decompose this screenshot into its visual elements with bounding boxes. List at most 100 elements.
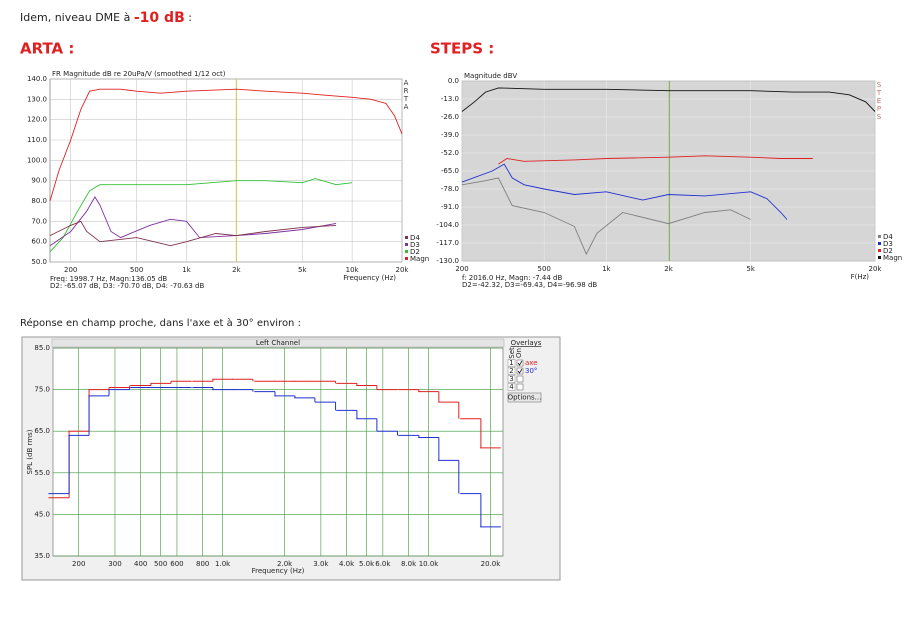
- y-tick-label: -104.0: [436, 221, 459, 229]
- x-tick-label: 600: [170, 560, 183, 568]
- plot-area: [52, 347, 504, 557]
- near-field-text: Réponse en champ proche, dans l'axe et à…: [20, 317, 301, 329]
- y-axis-label: SPL (dB rms): [26, 429, 34, 474]
- y-tick-label: 65.0: [34, 427, 50, 435]
- y-tick-label: -52.0: [441, 149, 459, 157]
- x-tick-label: 1k: [602, 265, 611, 273]
- overlay-checkbox[interactable]: [516, 359, 524, 367]
- chart-title: Magnitude dBV: [464, 72, 517, 80]
- x-tick-label: 500: [537, 265, 550, 273]
- y-tick-label: 50.0: [31, 258, 47, 266]
- annotation: D2=-42.32, D3=-69.43, D4=-96.98 dB: [462, 281, 597, 289]
- y-tick-label: 130.0: [27, 95, 47, 103]
- x-tick-label: 200: [64, 266, 77, 274]
- side-label: STEPS: [875, 81, 883, 121]
- x-tick-label: 200: [455, 265, 468, 273]
- legend-label: Magn: [883, 254, 902, 262]
- legend-swatch: [405, 236, 408, 239]
- x-tick-label: 500: [154, 560, 167, 568]
- y-tick-label: -26.0: [441, 113, 459, 121]
- series-line: [49, 220, 337, 247]
- overlay-set-box: [507, 375, 516, 383]
- options-button-label: Options...: [508, 394, 542, 402]
- y-tick-label: -78.0: [441, 185, 459, 193]
- overlay-set-number: 3: [509, 375, 513, 383]
- legend-swatch: [878, 235, 881, 238]
- y-tick-label: 60.0: [31, 238, 47, 246]
- x-tick-label: 5.0k: [359, 560, 375, 568]
- y-tick-label: 110.0: [27, 136, 47, 144]
- x-tick-label: 20k: [396, 266, 410, 274]
- x-tick-label: 500: [130, 266, 143, 274]
- overlay-set-number: 1: [509, 359, 513, 367]
- overlay-checkbox[interactable]: [516, 367, 524, 375]
- intro-end: :: [185, 11, 192, 24]
- legend-swatch: [405, 243, 408, 246]
- x-tick-label: 2.0k: [277, 560, 293, 568]
- x-tick-label: 3.0k: [313, 560, 329, 568]
- y-tick-label: 140.0: [27, 75, 47, 83]
- annotation: f: 2016.0 Hz, Magn: -7.44 dB: [462, 274, 562, 282]
- y-tick-label: 35.0: [34, 552, 50, 560]
- overlay-set-box: [507, 359, 516, 367]
- x-tick-label: 6.0k: [375, 560, 391, 568]
- overlay-set-box: [507, 383, 516, 391]
- x-axis-label: Frequency (Hz): [343, 274, 396, 282]
- overlay-set-box: [507, 367, 516, 375]
- overlay-checkbox[interactable]: [516, 383, 524, 391]
- y-tick-label: -65.0: [441, 167, 459, 175]
- steps-heading: STEPS :: [430, 40, 494, 58]
- chart-title: Left Channel: [256, 339, 300, 347]
- series-line: [461, 177, 751, 256]
- series-line: [461, 87, 876, 112]
- legend-label: D2: [883, 247, 893, 255]
- side-label: ARTA: [402, 79, 410, 111]
- y-tick-label: 100.0: [27, 156, 47, 164]
- x-tick-label: 1.0k: [215, 560, 231, 568]
- x-tick-label: 10k: [346, 266, 360, 274]
- overlay-check: [517, 368, 523, 374]
- intro-text: Idem, niveau DME à: [20, 11, 134, 24]
- y-tick-label: 90.0: [31, 177, 47, 185]
- y-tick-label: 120.0: [27, 116, 47, 124]
- overlay-on-label: On: [515, 348, 523, 358]
- channel-title-bar: [51, 338, 505, 348]
- series-line: [49, 196, 337, 247]
- legend-swatch: [878, 242, 881, 245]
- x-tick-label: 1k: [182, 266, 191, 274]
- series-line: [49, 178, 353, 253]
- x-tick-label: 200: [72, 560, 85, 568]
- x-tick-label: 4.0k: [339, 560, 355, 568]
- x-axis-label: Frequency (Hz): [252, 567, 305, 575]
- chart-title: FR Magnitude dB re 20uPa/V (smoothed 1/1…: [52, 70, 226, 78]
- x-tick-label: 5k: [746, 265, 755, 273]
- y-tick-label: 0.0: [448, 77, 459, 85]
- y-tick-label: -130.0: [436, 257, 459, 265]
- y-tick-label: -13.0: [441, 95, 459, 103]
- annotation: Freq: 1998.7 Hz, Magn:136.05 dB: [50, 275, 167, 283]
- x-tick-label: 400: [134, 560, 147, 568]
- legend-swatch: [405, 250, 408, 253]
- y-tick-label: 75.0: [34, 386, 50, 394]
- annotation: D2: -65.07 dB, D3: -70.70 dB, D4: -70.63…: [50, 282, 204, 290]
- legend-label: D4: [883, 233, 893, 241]
- overlay-checkbox[interactable]: [516, 375, 524, 383]
- y-tick-label: -117.0: [436, 239, 459, 247]
- overlay-series-name: 30°: [525, 367, 537, 375]
- arta-heading: ARTA :: [20, 40, 74, 58]
- overlay-set-number: 4: [509, 383, 514, 391]
- overlay-check: [517, 360, 523, 366]
- overlay-set-number: 2: [509, 367, 513, 375]
- legend-swatch: [878, 256, 881, 259]
- x-tick-label: 5k: [298, 266, 307, 274]
- y-tick-label: 85.0: [34, 344, 50, 352]
- y-tick-label: -91.0: [441, 203, 459, 211]
- x-tick-label: 2k: [232, 266, 241, 274]
- legend-swatch: [878, 249, 881, 252]
- series-line: [461, 163, 788, 220]
- y-tick-label: 80.0: [31, 197, 47, 205]
- options-button[interactable]: [507, 392, 542, 403]
- x-tick-label: 20k: [869, 265, 883, 273]
